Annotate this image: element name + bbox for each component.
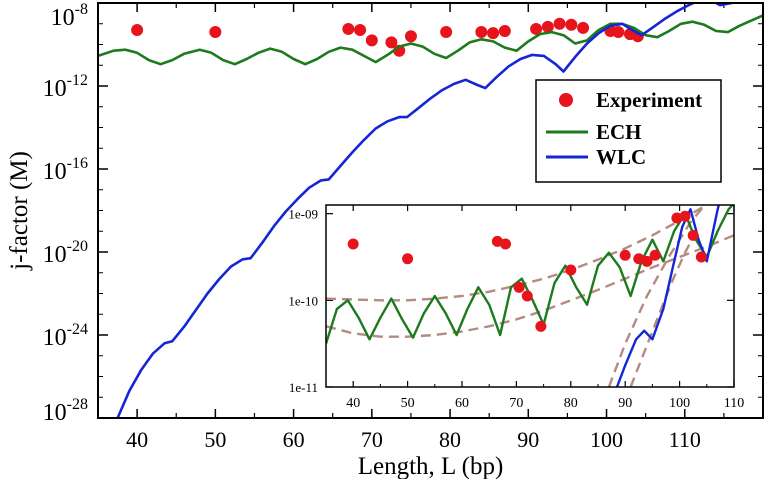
inset-envelope-upper: [326, 205, 710, 302]
inset-x-tick-label: 40: [346, 396, 360, 411]
experiment-point: [342, 22, 355, 35]
inset-experiment-point: [619, 249, 631, 261]
experiment-point: [530, 22, 543, 35]
x-tick-label: 110: [669, 427, 701, 452]
inset-ech-inset-: [326, 205, 734, 345]
experiment-point: [498, 25, 511, 38]
inset-experiment-point: [641, 255, 653, 267]
legend-marker-experiment: [559, 93, 573, 107]
experiment-point: [487, 27, 500, 40]
inset-x-tick-label: 50: [401, 396, 415, 411]
experiment-point: [612, 26, 625, 39]
y-tick-label: 10-8: [51, 1, 88, 31]
experiment-point: [365, 34, 378, 47]
inset-x-tick-label: 70: [509, 396, 523, 411]
wlc-line: [116, 3, 736, 418]
x-tick-label: 50: [204, 427, 226, 452]
experiment-point: [475, 26, 488, 39]
inset-experiment-point: [402, 253, 414, 265]
main-plot: 40 50 60 70 80 90 100 110 10-8 10-12 10-16 10-20 10-…: [6, 1, 764, 479]
inset-frame: [325, 204, 735, 388]
inset-experiment-point: [565, 264, 577, 276]
legend-label: Experiment: [596, 88, 702, 112]
inset-experiment-point: [513, 281, 525, 293]
inset-experiment-point: [671, 212, 683, 224]
experiment-point: [131, 23, 144, 36]
inset-experiment-point: [347, 238, 359, 250]
experiment-point: [565, 18, 578, 31]
ech-line: [98, 14, 763, 66]
y-tick-label: 10-24: [43, 321, 88, 351]
inset-x-tick-label: 110: [724, 396, 744, 411]
inset-x-tick-label: 100: [669, 396, 690, 411]
y-tick-label: 10-16: [43, 155, 88, 185]
inset-experiment-point: [649, 249, 661, 261]
inset-steep-dashed-2: [629, 226, 700, 387]
inset-y-tick-label: 1e-09: [288, 207, 318, 222]
inset-experiment-point: [679, 210, 691, 222]
main-plot-frame: [97, 2, 764, 419]
x-tick-label: 60: [283, 427, 305, 452]
inset-y-tick-label: 1e-11: [289, 380, 318, 395]
inset-experiment-point: [687, 229, 699, 241]
experiment-point: [553, 17, 566, 30]
inset-x-tick-label: 90: [618, 396, 632, 411]
legend-label: WLC: [596, 145, 646, 169]
x-tick-label: 70: [361, 427, 383, 452]
inset-experiment-point: [521, 290, 533, 302]
experiment-point: [541, 20, 554, 33]
inset-y-tick-label: 1e-10: [288, 293, 318, 308]
x-tick-label: 90: [517, 427, 539, 452]
x-tick-label: 100: [590, 427, 623, 452]
inset-experiment-point: [535, 320, 547, 332]
experiment-point: [354, 23, 367, 36]
y-tick-label: 10-20: [43, 238, 88, 268]
experiment-point: [440, 26, 453, 39]
inset-plot: 40 50 60 70 80 90 100 110 1e-09 1e-10 1e-11: [288, 204, 744, 411]
inset-experiment-point: [500, 238, 512, 250]
y-tick-label: 10-28: [43, 396, 88, 426]
experiment-point: [209, 26, 222, 39]
experiment-point: [385, 36, 398, 49]
inset-experiment-point: [695, 251, 707, 263]
x-axis-label: Length, L (bp): [358, 453, 504, 479]
x-tick-label: 80: [439, 427, 461, 452]
inset-x-tick-label: 60: [455, 396, 469, 411]
legend-label: ECH: [596, 120, 642, 144]
y-axis-label: j-factor (M): [6, 151, 33, 271]
experiment-point: [577, 21, 590, 34]
y-tick-label: 10-12: [43, 72, 88, 102]
experiment-point: [404, 30, 417, 43]
x-tick-label: 40: [126, 427, 148, 452]
inset-x-tick-label: 80: [564, 396, 578, 411]
